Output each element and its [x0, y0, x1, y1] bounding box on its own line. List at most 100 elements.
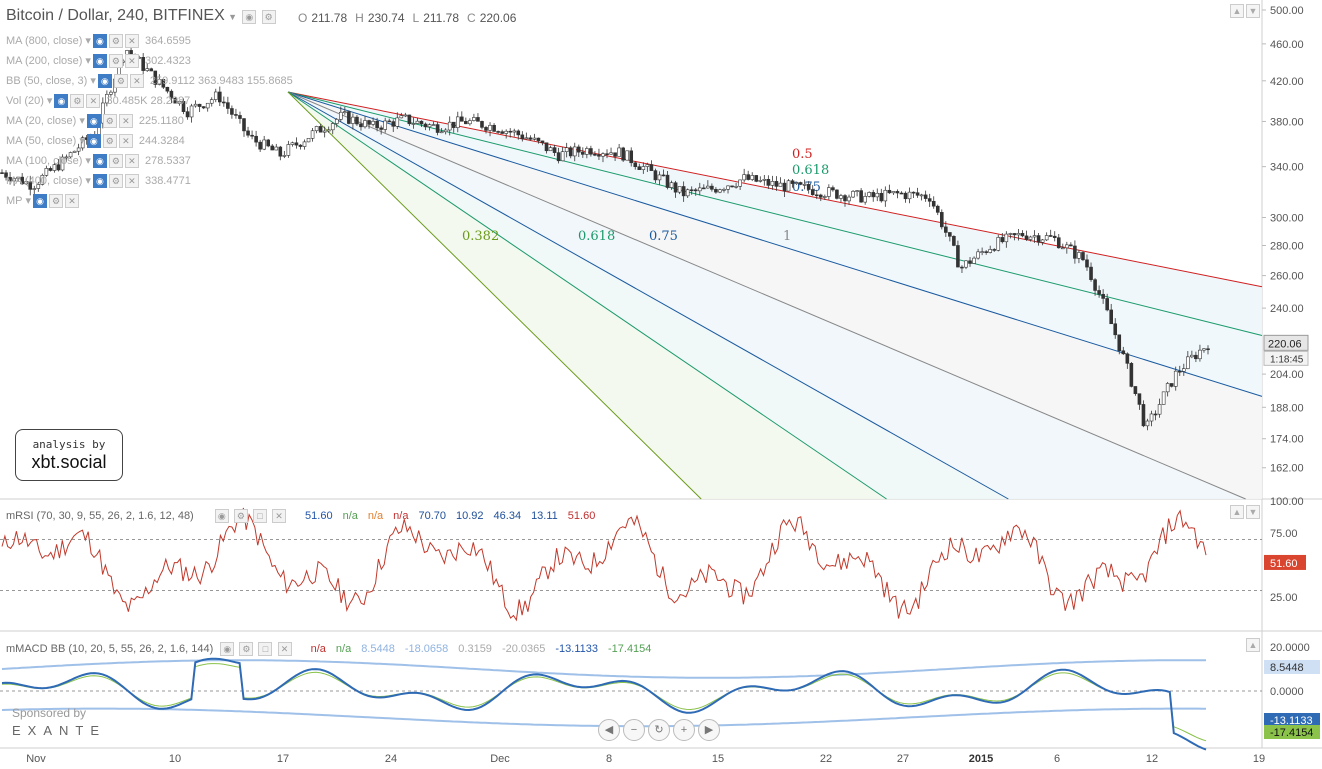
close-icon[interactable]: ✕: [277, 642, 292, 656]
chevron-down-icon[interactable]: ▾: [85, 155, 91, 167]
eye-icon[interactable]: ◉: [97, 74, 112, 89]
candle-body: [827, 187, 831, 197]
maximize-pane-icon[interactable]: ▲: [1230, 4, 1244, 18]
eye-icon[interactable]: ◉: [92, 154, 107, 169]
fan-ray[interactable]: [287, 91, 1009, 500]
candle-body: [12, 178, 16, 182]
candle-body: [1044, 235, 1049, 241]
gear-icon[interactable]: ⚙: [49, 194, 64, 209]
chevron-down-icon[interactable]: ▼: [228, 12, 238, 22]
zoom-out-icon[interactable]: −: [623, 719, 645, 741]
close-icon[interactable]: ✕: [124, 154, 139, 169]
square-icon[interactable]: □: [252, 509, 267, 523]
rsi-up-icon[interactable]: ▲: [1230, 505, 1244, 519]
eye-icon[interactable]: ◉: [214, 509, 229, 523]
indicator-row[interactable]: MA (100, close) ▾ ◉ ⚙ ✕ 278.5337: [6, 154, 191, 169]
candle-body: [330, 123, 335, 131]
symbol-title[interactable]: Bitcoin / Dollar, 240, BITFINEX: [6, 7, 225, 24]
candle-body: [939, 212, 944, 228]
close-icon[interactable]: ✕: [124, 174, 139, 189]
macd-up-icon[interactable]: ▲: [1246, 638, 1260, 652]
candle-body: [560, 151, 565, 162]
candle-body: [536, 137, 541, 142]
rsi-down-icon[interactable]: ▼: [1246, 505, 1260, 519]
gear-icon[interactable]: ⚙: [108, 54, 123, 69]
gear-icon[interactable]: ⚙: [102, 134, 117, 149]
gear-icon[interactable]: ⚙: [108, 174, 123, 189]
candle-body: [326, 129, 331, 132]
ohlc-c-value: 220.06: [479, 11, 517, 25]
chevron-down-icon[interactable]: ▾: [25, 195, 32, 207]
scroll-left-icon[interactable]: ◀: [598, 719, 620, 741]
close-icon[interactable]: ✕: [118, 114, 133, 129]
eye-icon[interactable]: ◉: [86, 114, 101, 129]
eye-icon[interactable]: ◉: [92, 174, 107, 189]
gear-icon[interactable]: ⚙: [102, 114, 117, 129]
chevron-down-icon[interactable]: ▾: [85, 175, 91, 187]
gear-icon[interactable]: ⚙: [108, 154, 123, 169]
chevron-down-icon[interactable]: ▾: [90, 75, 96, 87]
close-icon[interactable]: ✕: [271, 509, 286, 523]
zoom-in-icon[interactable]: +: [673, 719, 695, 741]
indicator-row[interactable]: MA (50, close) ▾ ◉ ⚙ ✕ 244.3284: [6, 134, 185, 149]
candle-body: [72, 150, 77, 153]
indicator-name: MA (400, close): [6, 175, 83, 187]
chart-header: Bitcoin / Dollar, 240, BITFINEX ▼ ◉ ⚙: [6, 7, 276, 25]
candle-body: [185, 111, 190, 118]
close-icon[interactable]: ✕: [124, 54, 139, 69]
candle-body: [633, 162, 638, 168]
gear-icon[interactable]: ⚙: [261, 9, 276, 24]
indicator-value: 302.4323: [144, 55, 191, 67]
eye-icon[interactable]: ◉: [92, 34, 107, 49]
fan-ray[interactable]: [287, 91, 1263, 336]
candle-body: [1202, 348, 1206, 351]
eye-icon[interactable]: ◉: [242, 9, 257, 24]
chevron-down-icon[interactable]: ▾: [46, 95, 53, 107]
gear-icon[interactable]: ⚙: [113, 74, 128, 89]
fan-ray[interactable]: [287, 91, 1263, 397]
candle-body: [347, 111, 351, 124]
eye-icon[interactable]: ◉: [86, 134, 101, 149]
indicator-row[interactable]: Vol (20) ▾ ◉ ⚙ ✕ 30.485K 28.2887: [6, 94, 190, 109]
close-icon[interactable]: ✕: [124, 34, 139, 49]
indicator-row[interactable]: MA (20, close) ▾ ◉ ⚙ ✕ 225.1180: [6, 114, 184, 129]
fan-ray[interactable]: [287, 91, 887, 500]
gear-icon[interactable]: ⚙: [239, 642, 254, 656]
candle-body: [407, 114, 412, 125]
sponsor-logo[interactable]: EXANTE: [12, 723, 107, 738]
gear-icon[interactable]: ⚙: [233, 509, 248, 523]
chevron-down-icon[interactable]: ▾: [79, 135, 85, 147]
chevron-down-icon[interactable]: ▾: [79, 115, 85, 127]
indicator-row[interactable]: MP ▾ ◉ ⚙ ✕: [6, 194, 85, 209]
square-icon[interactable]: □: [258, 642, 273, 656]
eye-icon[interactable]: ◉: [92, 54, 107, 69]
indicator-row[interactable]: MA (800, close) ▾ ◉ ⚙ ✕ 364.6595: [6, 34, 191, 49]
chevron-down-icon[interactable]: ▾: [85, 35, 91, 47]
indicator-row[interactable]: MA (200, close) ▾ ◉ ⚙ ✕ 302.4323: [6, 54, 191, 69]
price-axis: 500.00 460.00 420.00 380.00 340.00 300.00 280.…: [1262, 5, 1309, 475]
minimize-pane-icon[interactable]: ▼: [1246, 4, 1260, 18]
eye-icon[interactable]: ◉: [54, 94, 69, 109]
gear-icon[interactable]: ⚙: [108, 34, 123, 49]
indicator-row[interactable]: BB (50, close, 3) ▾ ◉ ⚙ ✕ 259.9112 363.9483 1…: [6, 74, 293, 89]
eye-icon[interactable]: ◉: [220, 642, 235, 656]
close-icon[interactable]: ✕: [118, 134, 133, 149]
scroll-right-icon[interactable]: ▶: [698, 719, 720, 741]
indicator-row[interactable]: MA (400, close) ▾ ◉ ⚙ ✕ 338.4771: [6, 174, 191, 189]
close-icon[interactable]: ✕: [86, 94, 101, 109]
chevron-down-icon[interactable]: ▾: [85, 55, 91, 67]
fan-ray[interactable]: [287, 91, 702, 500]
candle-body: [609, 152, 613, 155]
candle-body: [964, 260, 968, 268]
close-icon[interactable]: ✕: [65, 194, 80, 209]
candle-body: [367, 120, 371, 125]
macd-title[interactable]: mMACD BB (10, 20, 5, 55, 26, 2, 1.6, 144…: [6, 642, 214, 655]
fan-ray[interactable]: [287, 91, 1246, 500]
rsi-title[interactable]: mRSI (70, 30, 9, 55, 26, 2, 1.6, 12, 48): [6, 509, 194, 522]
gear-icon[interactable]: ⚙: [70, 94, 85, 109]
reset-icon[interactable]: ↻: [648, 719, 670, 741]
close-icon[interactable]: ✕: [129, 74, 144, 89]
candle-body: [613, 152, 617, 157]
eye-icon[interactable]: ◉: [33, 194, 48, 209]
